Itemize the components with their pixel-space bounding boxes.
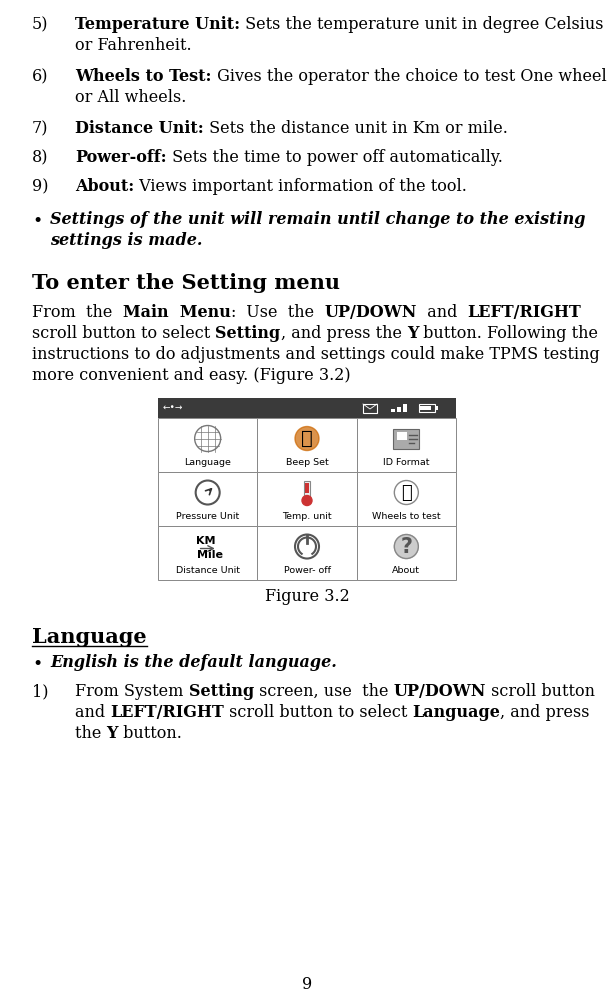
Text: more convenient and easy. (Figure 3.2): more convenient and easy. (Figure 3.2) xyxy=(32,367,351,384)
Text: 9): 9) xyxy=(32,178,49,195)
Text: Power-off:: Power-off: xyxy=(75,149,166,166)
Bar xyxy=(257,418,357,472)
Text: ?: ? xyxy=(400,537,413,557)
Text: Language: Language xyxy=(413,704,500,721)
Text: and: and xyxy=(417,304,467,321)
Circle shape xyxy=(302,495,312,506)
Circle shape xyxy=(295,426,319,450)
Bar xyxy=(158,472,257,526)
Text: 8): 8) xyxy=(32,149,49,166)
Text: 7): 7) xyxy=(32,120,49,137)
Text: scroll button to select: scroll button to select xyxy=(32,325,216,342)
Text: , and press the: , and press the xyxy=(281,325,406,342)
Text: Figure 3.2: Figure 3.2 xyxy=(265,588,349,605)
Text: ←•→: ←•→ xyxy=(163,403,184,412)
Text: Temp. unit: Temp. unit xyxy=(282,512,332,521)
Bar xyxy=(403,404,407,412)
Text: instructions to do adjustments and settings could make TPMS testing: instructions to do adjustments and setti… xyxy=(32,346,600,363)
Text: screen, use  the: screen, use the xyxy=(254,683,394,700)
Text: 🚗: 🚗 xyxy=(401,483,412,502)
Text: :: : xyxy=(230,304,236,321)
Text: Beep Set: Beep Set xyxy=(286,457,328,466)
Text: Language: Language xyxy=(32,627,147,647)
Text: Gives the operator the choice to test One wheel: Gives the operator the choice to test On… xyxy=(211,68,606,85)
Text: KM: KM xyxy=(196,536,216,546)
Text: From System: From System xyxy=(75,683,188,700)
Text: Main  Menu: Main Menu xyxy=(123,304,230,321)
Text: Use  the: Use the xyxy=(236,304,324,321)
Text: To enter the Setting menu: To enter the Setting menu xyxy=(32,273,340,293)
Text: or Fahrenheit.: or Fahrenheit. xyxy=(75,37,192,54)
Circle shape xyxy=(394,535,418,559)
Text: 9: 9 xyxy=(302,976,312,993)
Bar xyxy=(357,472,456,526)
Text: •: • xyxy=(32,213,42,230)
Bar xyxy=(397,431,407,439)
Text: Distance Unit:: Distance Unit: xyxy=(75,120,204,137)
Text: Settings of the unit will remain until change to the existing: Settings of the unit will remain until c… xyxy=(50,211,586,228)
Bar xyxy=(158,418,257,472)
Text: From  the: From the xyxy=(32,304,123,321)
Bar xyxy=(394,428,419,448)
Text: UP/DOWN: UP/DOWN xyxy=(394,683,486,700)
Text: Power- off: Power- off xyxy=(284,566,330,575)
Text: settings is made.: settings is made. xyxy=(50,232,203,249)
Text: 6): 6) xyxy=(32,68,49,85)
Bar xyxy=(257,472,357,526)
Bar xyxy=(158,526,257,580)
Bar xyxy=(158,398,456,418)
Text: About:: About: xyxy=(75,178,134,195)
Bar xyxy=(419,404,435,412)
Text: 🔔: 🔔 xyxy=(301,429,313,448)
Bar xyxy=(304,480,310,498)
Text: Wheels to test: Wheels to test xyxy=(372,512,441,521)
Text: Views important information of the tool.: Views important information of the tool. xyxy=(134,178,467,195)
Text: About: About xyxy=(392,566,421,575)
Text: UP/DOWN: UP/DOWN xyxy=(324,304,417,321)
Text: Sets the temperature unit in degree Celsius: Sets the temperature unit in degree Cels… xyxy=(240,16,604,33)
Text: Temperature Unit:: Temperature Unit: xyxy=(75,16,240,33)
Text: LEFT/RIGHT: LEFT/RIGHT xyxy=(111,704,224,721)
Text: and: and xyxy=(75,704,111,721)
Bar xyxy=(357,418,456,472)
Text: LEFT/RIGHT: LEFT/RIGHT xyxy=(467,304,581,321)
Text: •: • xyxy=(32,656,42,673)
Text: Wheels to Test:: Wheels to Test: xyxy=(75,68,211,85)
Text: 1): 1) xyxy=(32,683,49,700)
Text: Sets the time to power off automatically.: Sets the time to power off automatically… xyxy=(166,149,502,166)
Text: button.: button. xyxy=(118,725,182,742)
Text: the: the xyxy=(75,725,106,742)
Text: Mile: Mile xyxy=(196,550,223,560)
Text: ID Format: ID Format xyxy=(383,457,430,466)
Bar xyxy=(305,482,309,492)
Bar xyxy=(363,404,377,413)
Bar xyxy=(257,526,357,580)
Text: Y: Y xyxy=(406,325,418,342)
Text: 5): 5) xyxy=(32,16,49,33)
Text: Language: Language xyxy=(184,457,231,466)
Text: English is the default language.: English is the default language. xyxy=(50,654,337,671)
Bar xyxy=(397,406,401,412)
Text: or All wheels.: or All wheels. xyxy=(75,89,187,106)
Text: scroll button to select: scroll button to select xyxy=(224,704,413,721)
Text: Setting: Setting xyxy=(216,325,281,342)
Bar xyxy=(357,526,456,580)
Text: , and press: , and press xyxy=(500,704,590,721)
Text: Y: Y xyxy=(106,725,118,742)
Bar xyxy=(419,406,431,410)
Text: Distance Unit: Distance Unit xyxy=(176,566,239,575)
Text: Sets the distance unit in Km or mile.: Sets the distance unit in Km or mile. xyxy=(204,120,508,137)
Bar xyxy=(435,406,438,410)
Text: scroll button: scroll button xyxy=(486,683,595,700)
Bar xyxy=(391,409,395,412)
Text: button. Following the: button. Following the xyxy=(418,325,598,342)
Text: Pressure Unit: Pressure Unit xyxy=(176,512,239,521)
Text: Setting: Setting xyxy=(188,683,254,700)
